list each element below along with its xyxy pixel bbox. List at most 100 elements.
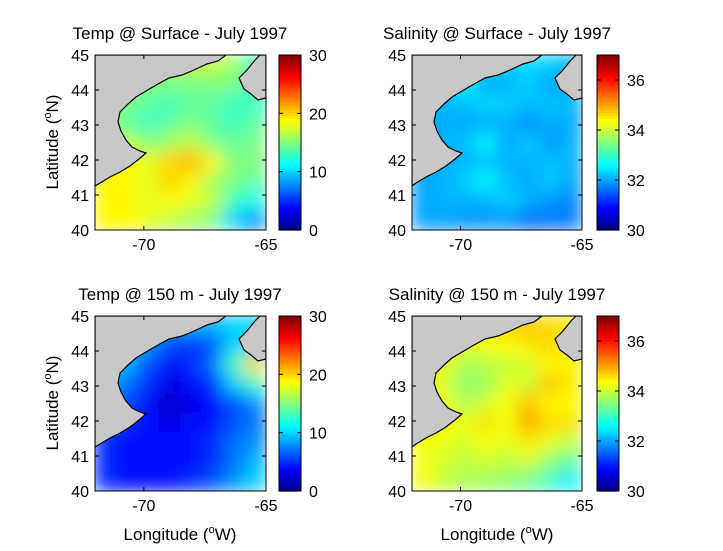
- x-tick-label: -70: [132, 237, 155, 254]
- heatmap-cell: [201, 393, 224, 414]
- colorbar-segment: [597, 337, 619, 342]
- colorbar-segment: [597, 463, 619, 467]
- colorbar-segment: [597, 98, 619, 103]
- heatmap-cell: [137, 210, 160, 230]
- heatmap-cell: [158, 354, 181, 375]
- heatmap-cell: [115, 471, 139, 491]
- heatmap-cell: [222, 373, 246, 395]
- heatmap-cell: [201, 210, 224, 230]
- colorbar-segment: [279, 359, 301, 364]
- heatmap-cell: [180, 393, 203, 414]
- heatmap-cell: [454, 210, 477, 230]
- y-tick-label: 42: [71, 414, 89, 431]
- heatmap-cell: [222, 412, 246, 434]
- colorbar-segment: [279, 137, 301, 141]
- colorbar-segment: [279, 98, 301, 103]
- heatmap-cell: [475, 354, 498, 375]
- y-tick-label: 44: [71, 344, 89, 361]
- heatmap-cell: [115, 190, 139, 212]
- heatmap-cell: [137, 112, 160, 134]
- colorbar-segment: [279, 178, 301, 182]
- heatmap-cell: [244, 112, 266, 134]
- colorbar-segment: [279, 444, 301, 448]
- colorbar-segment: [279, 183, 301, 187]
- colorbar-segment: [279, 357, 301, 361]
- heatmap-cell: [201, 451, 224, 473]
- heatmap-cell: [180, 190, 203, 212]
- heatmap-cell: [432, 210, 455, 230]
- y-tick-label: 42: [388, 414, 406, 431]
- heatmap-cell: [517, 412, 540, 434]
- heatmap-cell: [517, 93, 540, 114]
- y-tick-label: 42: [71, 153, 89, 170]
- x-tick-label: -65: [570, 498, 593, 515]
- colorbar-segment: [279, 469, 301, 473]
- heatmap-cell: [137, 354, 160, 375]
- heatmap-cell: [517, 432, 540, 453]
- heatmap-cell: [412, 471, 434, 491]
- heatmap-cell: [454, 190, 477, 212]
- colorbar-segment: [597, 194, 619, 198]
- heatmap-cell: [244, 190, 266, 212]
- colorbar-segment: [279, 324, 301, 328]
- colorbar-segment: [279, 340, 301, 344]
- colorbar-segment: [279, 403, 301, 407]
- colorbar-segment: [597, 120, 619, 124]
- heatmap-cell: [539, 432, 562, 453]
- heatmap-cell: [201, 112, 224, 134]
- colorbar-segment: [279, 332, 301, 336]
- heatmap-cell: [137, 393, 160, 414]
- colorbar-segment: [279, 131, 301, 135]
- heatmap-cell: [201, 73, 224, 95]
- heatmap-cell: [475, 190, 498, 212]
- colorbar-segment: [279, 389, 301, 394]
- colorbar-segment: [597, 430, 619, 435]
- colorbar-segment: [597, 57, 619, 62]
- colorbar-segment: [597, 172, 619, 176]
- heatmap-cell: [560, 373, 582, 395]
- heatmap-cell: [475, 210, 498, 230]
- colorbar-segment: [279, 128, 301, 133]
- colorbar-segment: [279, 392, 301, 396]
- heatmap-cell: [517, 471, 540, 491]
- heatmap-cell: [560, 412, 582, 434]
- colorbar-segment: [279, 406, 301, 410]
- colorbar-segment: [597, 60, 619, 64]
- colorbar-segment: [597, 180, 619, 185]
- colorbar-tick-label: 30: [627, 484, 645, 501]
- colorbar-segment: [279, 79, 301, 83]
- heatmap-cell: [454, 112, 477, 134]
- colorbar-segment: [279, 175, 301, 179]
- heatmap-cell: [432, 471, 455, 491]
- colorbar-segment: [279, 387, 301, 391]
- heatmap-cell: [158, 451, 181, 473]
- heatmap-cell: [560, 112, 582, 134]
- colorbar-segment: [279, 147, 301, 152]
- colorbar-segment: [279, 205, 301, 209]
- heatmap-cell: [496, 93, 519, 114]
- heatmap-cell: [222, 471, 246, 491]
- heatmap-cell: [222, 432, 246, 453]
- colorbar-segment: [279, 395, 301, 399]
- colorbar-segment: [279, 318, 301, 323]
- colorbar-segment: [279, 216, 301, 220]
- colorbar-segment: [279, 439, 301, 443]
- colorbar-segment: [597, 205, 619, 209]
- y-tick-label: 41: [388, 188, 406, 205]
- heatmap-cell: [496, 432, 519, 453]
- heatmap-cell: [454, 93, 477, 114]
- colorbar-segment: [597, 186, 619, 190]
- colorbar-segment: [597, 82, 619, 86]
- colorbar-segment: [279, 321, 301, 325]
- colorbar-segment: [597, 425, 619, 429]
- colorbar-segment: [279, 123, 301, 127]
- heatmap-cell: [201, 432, 224, 453]
- heatmap-cell: [115, 210, 139, 230]
- colorbar-segment: [597, 439, 619, 443]
- panel-salinity-150m: Salinity @ 150 m - July 1997 40414243444…: [388, 285, 645, 544]
- heatmap-cell: [137, 93, 160, 114]
- colorbar-segment: [279, 463, 301, 467]
- colorbar-segment: [279, 384, 301, 388]
- colorbar-segment: [597, 332, 619, 336]
